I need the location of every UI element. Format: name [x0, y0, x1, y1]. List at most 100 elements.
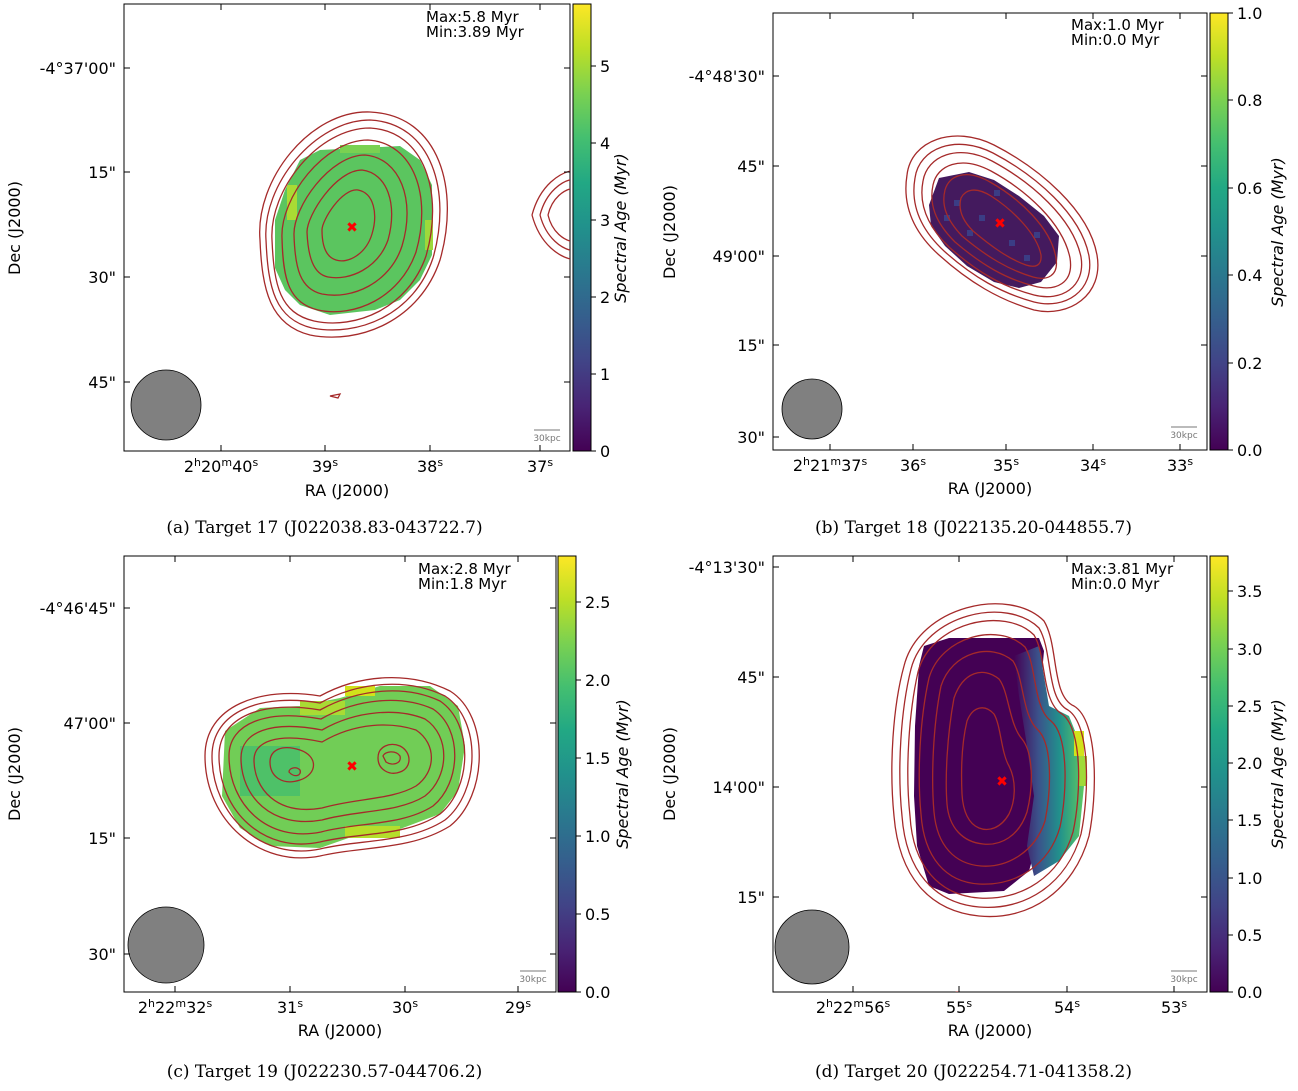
colorbar-tick-label: 3	[600, 211, 610, 230]
x-tick-label: 55s	[946, 997, 972, 1017]
x-axis-label: RA (J2000)	[298, 1021, 382, 1040]
colorbar-label: Spectral Age (Myr)	[1268, 699, 1287, 849]
panel-target-20: ✖ 30kpc Max:3.81 Myr Min:0.0 Myr 2h22m56…	[649, 546, 1298, 1091]
x-tick-label: 30s	[392, 997, 418, 1017]
source-marker: ✖	[346, 220, 358, 236]
colorbar	[1209, 12, 1229, 451]
colorbar-tick-label: 0.0	[1237, 441, 1262, 460]
colorbar	[572, 3, 592, 452]
colorbar-tick-label: 4	[600, 134, 610, 153]
colorbar-tick-label: 1.5	[1237, 811, 1262, 830]
spectral-age-map	[914, 638, 1044, 894]
colorbar-tick-label: 2	[600, 288, 610, 307]
axis-ticks	[773, 13, 1207, 450]
y-tick-label: 45"	[737, 668, 765, 687]
colorbar-label: Spectral Age (Myr)	[613, 699, 632, 849]
y-tick-label: 45"	[88, 373, 116, 392]
colorbar-tick-label: 2.0	[1237, 754, 1262, 773]
x-tick-label: 2h22m32s	[138, 997, 213, 1017]
y-axis-label: Dec (J2000)	[660, 185, 679, 279]
colorbar-tick-label: 0.2	[1237, 354, 1262, 373]
colorbar-tick-label: 0.6	[1237, 179, 1262, 198]
x-axis-label: RA (J2000)	[948, 1021, 1032, 1040]
colorbar-tick-label: 0	[600, 442, 610, 461]
colorbar-tick-label: 0.5	[1237, 926, 1262, 945]
colorbar-tick-label: 0.5	[585, 905, 610, 924]
annotation-max: Max:1.0 Myr	[1071, 16, 1165, 34]
x-axis-label: RA (J2000)	[948, 479, 1032, 498]
colorbar-ticks	[591, 65, 596, 452]
spectral-age-map	[275, 146, 432, 315]
flux-contours	[204, 677, 480, 859]
beam-ellipse	[127, 906, 205, 984]
caption: (c) Target 19 (J022230.57-044706.2)	[166, 1062, 483, 1082]
y-tick-label: 15"	[737, 888, 765, 907]
x-tick-label: 34s	[1080, 455, 1106, 475]
colorbar-tick-label: 0.8	[1237, 91, 1262, 110]
y-axis-label: Dec (J2000)	[5, 181, 24, 275]
x-tick-label: 36s	[900, 455, 926, 475]
colorbar-label: Spectral Age (Myr)	[1268, 157, 1287, 307]
colorbar	[1209, 555, 1229, 993]
y-tick-label: 15"	[88, 829, 116, 848]
scale-bar-label: 30kpc	[519, 975, 546, 985]
annotation-min: Min:0.0 Myr	[1071, 31, 1160, 49]
x-tick-label: 29s	[505, 997, 531, 1017]
axis-ticks	[773, 556, 1207, 992]
axis-ticks	[124, 4, 570, 451]
annotation-min: Min:1.8 Myr	[418, 575, 507, 593]
annotation-min: Min:3.89 Myr	[426, 23, 525, 41]
y-tick-label: -4°13'30"	[689, 558, 765, 577]
colorbar-tick-label: 3.0	[1237, 640, 1262, 659]
scale-bar-label: 30kpc	[1170, 431, 1197, 441]
x-tick-label: 31s	[277, 997, 303, 1017]
map-pixel-edge	[287, 185, 297, 220]
colorbar-tick-label: 2.0	[585, 671, 610, 690]
annotation-max: Max:2.8 Myr	[418, 560, 512, 578]
map-pixel-edge	[1079, 756, 1087, 786]
x-tick-label: 35s	[993, 455, 1019, 475]
beam-ellipse	[130, 369, 202, 441]
flux-contours	[259, 111, 570, 399]
axis-ticks	[124, 556, 556, 992]
colorbar-tick-label: 2.5	[585, 593, 610, 612]
x-tick-label: 2h21m37s	[793, 455, 868, 475]
colorbar-tick-label: 2.5	[1237, 697, 1262, 716]
colorbar-tick-label: 3.5	[1237, 582, 1262, 601]
map-pixel-edge	[345, 686, 375, 696]
y-tick-label: 15"	[88, 163, 116, 182]
y-tick-label: 30"	[88, 268, 116, 287]
colorbar-ticks	[1228, 590, 1233, 993]
map-pixel-edge	[1074, 731, 1084, 756]
y-tick-label: -4°46'45"	[40, 599, 116, 618]
annotation-max: Max:3.81 Myr	[1071, 560, 1174, 578]
colorbar-tick-label: 0.4	[1237, 266, 1262, 285]
colorbar-label: Spectral Age (Myr)	[611, 153, 630, 303]
colorbar-tick-label: 1.5	[585, 749, 610, 768]
x-tick-label: 54s	[1054, 997, 1080, 1017]
colorbar-tick-label: 5	[600, 57, 610, 76]
beam-ellipse	[774, 909, 850, 985]
caption: (d) Target 20 (J022254.71-041358.2)	[815, 1062, 1132, 1082]
y-tick-label: 14'00"	[713, 778, 765, 797]
y-axis-label: Dec (J2000)	[660, 727, 679, 821]
colorbar-ticks	[1228, 12, 1233, 451]
map-pixel-edge	[425, 220, 433, 250]
colorbar-tick-label: 1	[600, 365, 610, 384]
y-tick-label: -4°37'00"	[40, 59, 116, 78]
panel-target-17: ✖ 30kpc Max:5.8 Myr Min:3.89 Myr 2h20m40…	[0, 0, 649, 545]
colorbar	[557, 555, 577, 993]
source-marker: ✖	[996, 774, 1008, 790]
x-tick-label: 38s	[417, 456, 443, 476]
map-pixel-noise	[944, 190, 1040, 261]
y-tick-label: 30"	[737, 428, 765, 447]
beam-ellipse	[781, 378, 843, 440]
x-tick-label: 37s	[527, 456, 553, 476]
caption: (a) Target 17 (J022038.83-043722.7)	[166, 518, 483, 538]
annotation-max: Max:5.8 Myr	[426, 8, 520, 26]
annotation-min: Min:0.0 Myr	[1071, 575, 1160, 593]
x-tick-label: 2h22m56s	[816, 997, 891, 1017]
y-tick-label: 15"	[737, 336, 765, 355]
colorbar-tick-label: 1.0	[1237, 869, 1262, 888]
caption: (b) Target 18 (J022135.20-044855.7)	[815, 518, 1132, 538]
